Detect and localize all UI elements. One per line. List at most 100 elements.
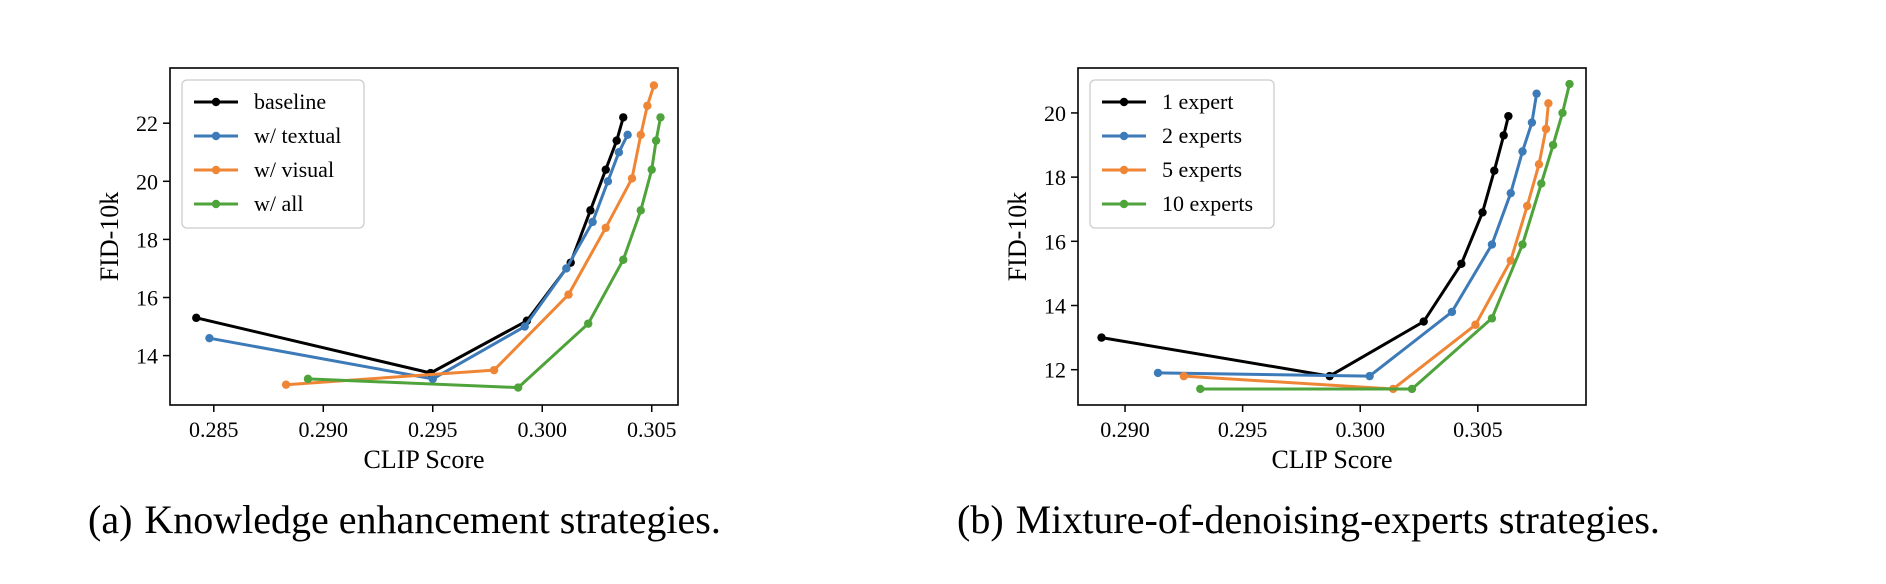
data-point xyxy=(603,177,613,186)
data-point xyxy=(1558,108,1567,118)
data-point xyxy=(614,148,624,157)
y-tick-label: 14 xyxy=(1044,294,1066,319)
series-line-1 xyxy=(1157,93,1539,378)
y-tick-label: 22 xyxy=(136,111,158,136)
data-point xyxy=(520,322,529,331)
x-tick-label: 0.300 xyxy=(1335,417,1385,442)
x-axis-label: CLIP Score xyxy=(363,445,484,474)
caption-a: (a) Knowledge enhancement strategies. xyxy=(88,496,721,543)
data-point xyxy=(1506,188,1515,198)
y-axis-label: FID-10k xyxy=(1003,192,1032,282)
data-point xyxy=(1537,179,1546,188)
data-point xyxy=(1518,240,1527,249)
y-tick-label: 18 xyxy=(136,227,158,252)
series-line-1 xyxy=(209,134,629,381)
data-point xyxy=(562,264,571,273)
data-point xyxy=(1499,131,1508,140)
data-point xyxy=(647,165,656,174)
x-tick-label: 0.290 xyxy=(299,417,349,442)
legend-box xyxy=(181,79,365,229)
data-point xyxy=(428,374,437,384)
data-point xyxy=(601,223,610,232)
data-point xyxy=(1419,317,1428,326)
series-line-3 xyxy=(1200,83,1571,391)
data-point xyxy=(619,113,628,122)
y-tick-label: 14 xyxy=(136,344,158,369)
y-tick-label: 16 xyxy=(136,286,158,311)
legend-swatch-marker xyxy=(211,165,221,175)
legend-swatch-marker xyxy=(1119,131,1129,141)
legend-swatch-marker xyxy=(211,199,221,209)
x-tick-label: 0.305 xyxy=(627,417,677,442)
y-tick-label: 20 xyxy=(1044,101,1066,126)
data-point xyxy=(1457,259,1466,268)
legend-swatch-marker xyxy=(211,131,221,141)
data-point xyxy=(205,333,214,343)
y-axis-label: FID-10k xyxy=(95,192,124,282)
chart-mixture-of-experts: 0.290 0.295 0.300 0.305 12 14 16 18 20 CLIP Score… xyxy=(1003,67,1587,474)
data-point xyxy=(623,130,632,140)
legend-label: baseline xyxy=(254,89,326,114)
x-tick-label: 0.295 xyxy=(1218,417,1268,442)
legend-label: 10 experts xyxy=(1162,191,1253,216)
data-point xyxy=(1544,99,1553,108)
chart-knowledge-enhancement: 0.285 0.290 0.295 0.300 0.305 14 16 18 20 22 CLIP … xyxy=(95,67,679,474)
legend-label: 1 expert xyxy=(1162,89,1233,114)
data-point xyxy=(1478,208,1487,217)
y-tick-label: 12 xyxy=(1044,358,1066,383)
data-point xyxy=(1153,368,1163,378)
caption-text: Knowledge enhancement strategies. xyxy=(144,497,721,542)
data-point xyxy=(513,383,523,392)
data-point xyxy=(1365,371,1374,381)
legend-label: 5 experts xyxy=(1162,157,1242,182)
x-axis-label: CLIP Score xyxy=(1271,445,1392,474)
data-point xyxy=(651,136,661,145)
y-tick-label: 20 xyxy=(136,169,158,194)
data-point xyxy=(1523,201,1532,211)
x-tick-label: 0.285 xyxy=(189,417,239,442)
series-line-0 xyxy=(195,116,625,375)
y-tick-label: 16 xyxy=(1044,229,1066,254)
y-tick-label: 18 xyxy=(1044,165,1066,190)
data-point xyxy=(1447,307,1457,317)
data-point xyxy=(619,255,628,264)
data-point xyxy=(601,165,610,174)
data-point xyxy=(612,136,621,145)
legend-label: w/ all xyxy=(254,191,304,216)
data-point xyxy=(1548,140,1558,150)
data-point xyxy=(1407,384,1417,394)
data-point xyxy=(1527,118,1537,127)
data-point xyxy=(636,206,645,215)
data-point xyxy=(1565,79,1574,89)
caption-tag: (b) xyxy=(957,497,1004,542)
data-point xyxy=(588,217,597,227)
data-point xyxy=(1196,384,1205,394)
data-point xyxy=(489,365,499,375)
data-point xyxy=(1506,256,1515,265)
x-tick-label: 0.300 xyxy=(517,417,567,442)
data-point xyxy=(1532,89,1541,98)
data-point xyxy=(1518,147,1527,156)
data-point xyxy=(192,313,201,323)
legend-box xyxy=(1089,79,1275,229)
data-point xyxy=(584,319,593,328)
series-line-2 xyxy=(285,84,656,387)
x-tick-label: 0.305 xyxy=(1453,417,1503,442)
data-point xyxy=(281,380,291,389)
panel-mixture-of-experts: 0.290 0.295 0.300 0.305 12 14 16 18 20 CLIP Score… xyxy=(943,0,1886,584)
legend-swatch-marker xyxy=(1119,165,1129,175)
data-point xyxy=(586,206,595,215)
data-point xyxy=(1471,320,1480,329)
legend-label: w/ textual xyxy=(254,123,341,148)
panel-knowledge-enhancement: 0.285 0.290 0.295 0.300 0.305 14 16 18 20 22 CLIP … xyxy=(88,67,721,543)
data-point xyxy=(1504,111,1513,121)
data-point xyxy=(627,174,637,183)
data-point xyxy=(656,113,665,122)
legend-swatch-marker xyxy=(1119,199,1129,209)
data-point xyxy=(649,81,659,90)
data-point xyxy=(1097,333,1106,342)
data-point xyxy=(1487,240,1497,249)
x-tick-label: 0.295 xyxy=(408,417,458,442)
series-line-3 xyxy=(307,117,662,390)
data-point xyxy=(1534,160,1544,169)
